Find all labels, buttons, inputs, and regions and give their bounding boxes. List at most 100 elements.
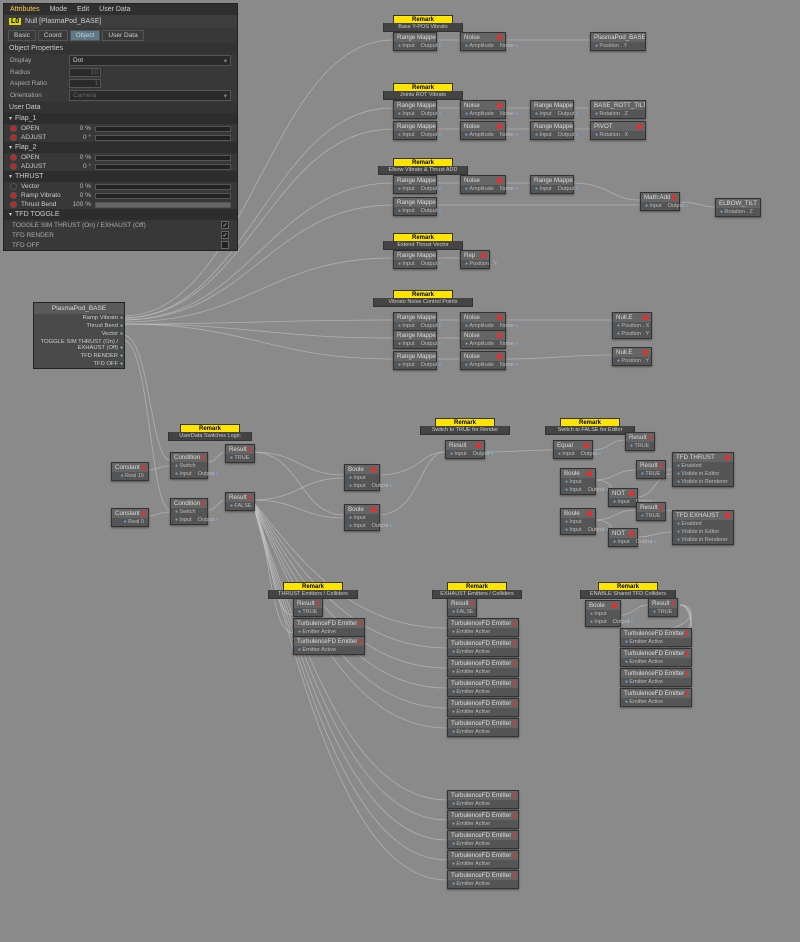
panel-menubar[interactable]: Attributes Mode Edit User Data	[4, 4, 237, 15]
node-range-mapper[interactable]: Range MapperInputOutput	[530, 175, 574, 194]
node-target-pivot[interactable]: PIVOTRotation . X	[590, 121, 646, 140]
node-tfd-emitter[interactable]: TurbulenceFD EmitterEmitter Active	[447, 678, 519, 697]
node-tfd-emitter[interactable]: TurbulenceFD EmitterEmitter Active	[447, 790, 519, 809]
slider-adjust2[interactable]	[95, 164, 231, 170]
node-result-true[interactable]: ResultTRUE	[625, 432, 655, 451]
node-range-mapper[interactable]: Range MapperInputOutput	[393, 121, 437, 140]
node-noise[interactable]: NoiseAmplitudeNoise	[460, 100, 506, 119]
group-thrust[interactable]: ▾THRUST	[4, 171, 237, 182]
group-tfd[interactable]: ▾TFD TOGGLE	[4, 209, 237, 220]
node-noise[interactable]: NoiseAmplitudeNoise	[460, 175, 506, 194]
node-range-mapper[interactable]: Range MapperInputOutput	[530, 100, 574, 119]
menu-mode[interactable]: Mode	[50, 6, 68, 13]
node-tfd-emitter[interactable]: TurbulenceFD EmitterEmitter Active	[447, 830, 519, 849]
menu-attributes[interactable]: Attributes	[10, 6, 40, 13]
outport[interactable]: Thrust Bend	[34, 322, 124, 330]
node-tfd-emitter[interactable]: TurbulenceFD EmitterEmitter Active	[447, 618, 519, 637]
node-noise[interactable]: NoiseAmplitudeNoise	[460, 312, 506, 331]
slider-vector[interactable]	[95, 184, 231, 190]
node-result[interactable]: ResultTRUE	[636, 502, 666, 521]
node-tfd-emitter[interactable]: TurbulenceFD EmitterEmitter Active	[293, 636, 365, 655]
node-range-mapper[interactable]: Range MapperInputOutput	[530, 121, 574, 140]
orientation-dropdown[interactable]: Camera	[69, 90, 231, 101]
node-range-mapper[interactable]: Range MapperInputOutput	[393, 250, 437, 269]
node-result-true[interactable]: ResultTRUE	[648, 598, 678, 617]
node-condition[interactable]: ConditionSwitchInputOutput	[170, 452, 208, 479]
node-range-mapper[interactable]: Range Mapper InputOutput	[393, 32, 437, 51]
node-result[interactable]: ResultTRUE	[636, 460, 666, 479]
node-range-mapper[interactable]: Range MapperInputOutput	[393, 312, 437, 331]
node-null-e[interactable]: Null.EPosition . Y	[612, 347, 652, 366]
node-noise[interactable]: NoiseAmplitudeNoise	[460, 351, 506, 370]
node-boole[interactable]: BooleInputInputOutput	[344, 464, 380, 491]
node-boole[interactable]: BooleInputInputOutput	[585, 600, 621, 627]
outport[interactable]: TOGGLE SIM THRUST (On) / EXHAUST (Off)	[34, 338, 124, 352]
node-range-mapper[interactable]: Range MapperInputOutput	[393, 100, 437, 119]
tab-object[interactable]: Object	[70, 30, 101, 41]
slider-adjust1[interactable]	[95, 135, 231, 141]
node-constant[interactable]: ConstantReal 0	[111, 508, 149, 527]
node-boole[interactable]: BooleInputInputOutput	[560, 508, 596, 535]
node-result[interactable]: ResultInputOutput	[445, 440, 485, 459]
node-null-e[interactable]: Null.EPosition . XPosition . Y	[612, 312, 652, 339]
aspect-input[interactable]: 1	[69, 79, 101, 88]
outport[interactable]: TFD OFF	[34, 360, 124, 368]
node-boole[interactable]: BooleInputInputOutput	[560, 468, 596, 495]
node-rep[interactable]: RepPosition . Y	[460, 250, 490, 269]
slider-ramp[interactable]	[95, 193, 231, 199]
tab-userdata[interactable]: User Data	[102, 30, 143, 41]
node-constant[interactable]: ConstantReal 15	[111, 462, 149, 481]
node-tfd-emitter[interactable]: TurbulenceFD EmitterEmitter Active	[620, 628, 692, 647]
node-tfd-thrust[interactable]: TFD THRUSTEnabledVisible in EditorVisibl…	[672, 452, 734, 487]
node-tfd-emitter[interactable]: TurbulenceFD EmitterEmitter Active	[620, 668, 692, 687]
node-condition[interactable]: ConditionSwitchInputOutput	[170, 498, 208, 525]
node-tfd-emitter[interactable]: TurbulenceFD EmitterEmitter Active	[447, 698, 519, 717]
node-tfd-emitter[interactable]: TurbulenceFD EmitterEmitter Active	[447, 718, 519, 737]
node-not[interactable]: NOTInputOutput	[608, 488, 638, 507]
node-noise[interactable]: NoiseAmplitudeNoise	[460, 330, 506, 349]
attribute-panel[interactable]: Attributes Mode Edit User Data L0 Null […	[3, 3, 238, 251]
node-math-add[interactable]: Math:AddInputOutput	[640, 192, 680, 211]
group-flap1[interactable]: ▾Flap_1	[4, 113, 237, 124]
node-tfd-emitter[interactable]: TurbulenceFD EmitterEmitter Active	[293, 618, 365, 637]
node-tfd-emitter[interactable]: TurbulenceFD EmitterEmitter Active	[447, 870, 519, 889]
group-flap2[interactable]: ▾Flap_2	[4, 142, 237, 153]
node-range-mapper[interactable]: Range MapperInputOutput	[393, 175, 437, 194]
outport[interactable]: Ramp Vibrato	[34, 314, 124, 322]
outport[interactable]: TFD RENDER	[34, 352, 124, 360]
node-noise[interactable]: NoiseAmplitudeNoise	[460, 121, 506, 140]
node-tfd-emitter[interactable]: TurbulenceFD EmitterEmitter Active	[447, 638, 519, 657]
node-boole[interactable]: BooleInputInputOutput	[344, 504, 380, 531]
node-tfd-emitter[interactable]: TurbulenceFD EmitterEmitter Active	[620, 688, 692, 707]
node-tfd-emitter[interactable]: TurbulenceFD EmitterEmitter Active	[447, 850, 519, 869]
node-tfd-emitter[interactable]: TurbulenceFD EmitterEmitter Active	[447, 810, 519, 829]
node-range-mapper[interactable]: Range MapperInputOutput	[393, 197, 437, 216]
outport[interactable]: Vector	[34, 330, 124, 338]
node-range-mapper[interactable]: Range MapperInputOutput	[393, 351, 437, 370]
node-tfd-exhaust[interactable]: TFD EXHAUSTEnabledVisible in EditorVisib…	[672, 510, 734, 545]
node-not[interactable]: NOTInputOutput	[608, 528, 638, 547]
checkbox-tfd-off[interactable]	[221, 241, 229, 249]
menu-userdata[interactable]: User Data	[99, 6, 131, 13]
panel-tabs[interactable]: Basic Coord Object User Data	[4, 28, 237, 43]
node-result-false[interactable]: ResultFALSE	[225, 492, 255, 511]
node-tfd-emitter[interactable]: TurbulenceFD EmitterEmitter Active	[447, 658, 519, 677]
display-dropdown[interactable]: Dot	[69, 55, 231, 66]
menu-edit[interactable]: Edit	[77, 6, 89, 13]
checkbox-tfd-render[interactable]: ✓	[221, 231, 229, 239]
radius-input[interactable]: 10	[69, 68, 101, 77]
node-tfd-emitter[interactable]: TurbulenceFD EmitterEmitter Active	[620, 648, 692, 667]
node-target-baserott[interactable]: BASE_ROTT_TILTRotation . Z	[590, 100, 646, 119]
slider-open1[interactable]	[95, 126, 231, 132]
node-target-plasma[interactable]: PlasmaPod_BASE Position . Y	[590, 32, 646, 51]
node-result-true[interactable]: ResultTRUE	[293, 598, 323, 617]
slider-open2[interactable]	[95, 155, 231, 161]
tab-coord[interactable]: Coord	[38, 30, 68, 41]
node-equal[interactable]: EqualInputOutput	[553, 440, 593, 459]
checkbox-toggle-sim[interactable]: ✓	[221, 221, 229, 229]
node-noise[interactable]: Noise AmplitudeNoise	[460, 32, 506, 51]
node-result-true[interactable]: ResultTRUE	[225, 444, 255, 463]
node-range-mapper[interactable]: Range MapperInputOutput	[393, 330, 437, 349]
tab-basic[interactable]: Basic	[8, 30, 36, 41]
node-target-elbow[interactable]: ELBOW_TILTRotation . Z	[715, 198, 761, 217]
